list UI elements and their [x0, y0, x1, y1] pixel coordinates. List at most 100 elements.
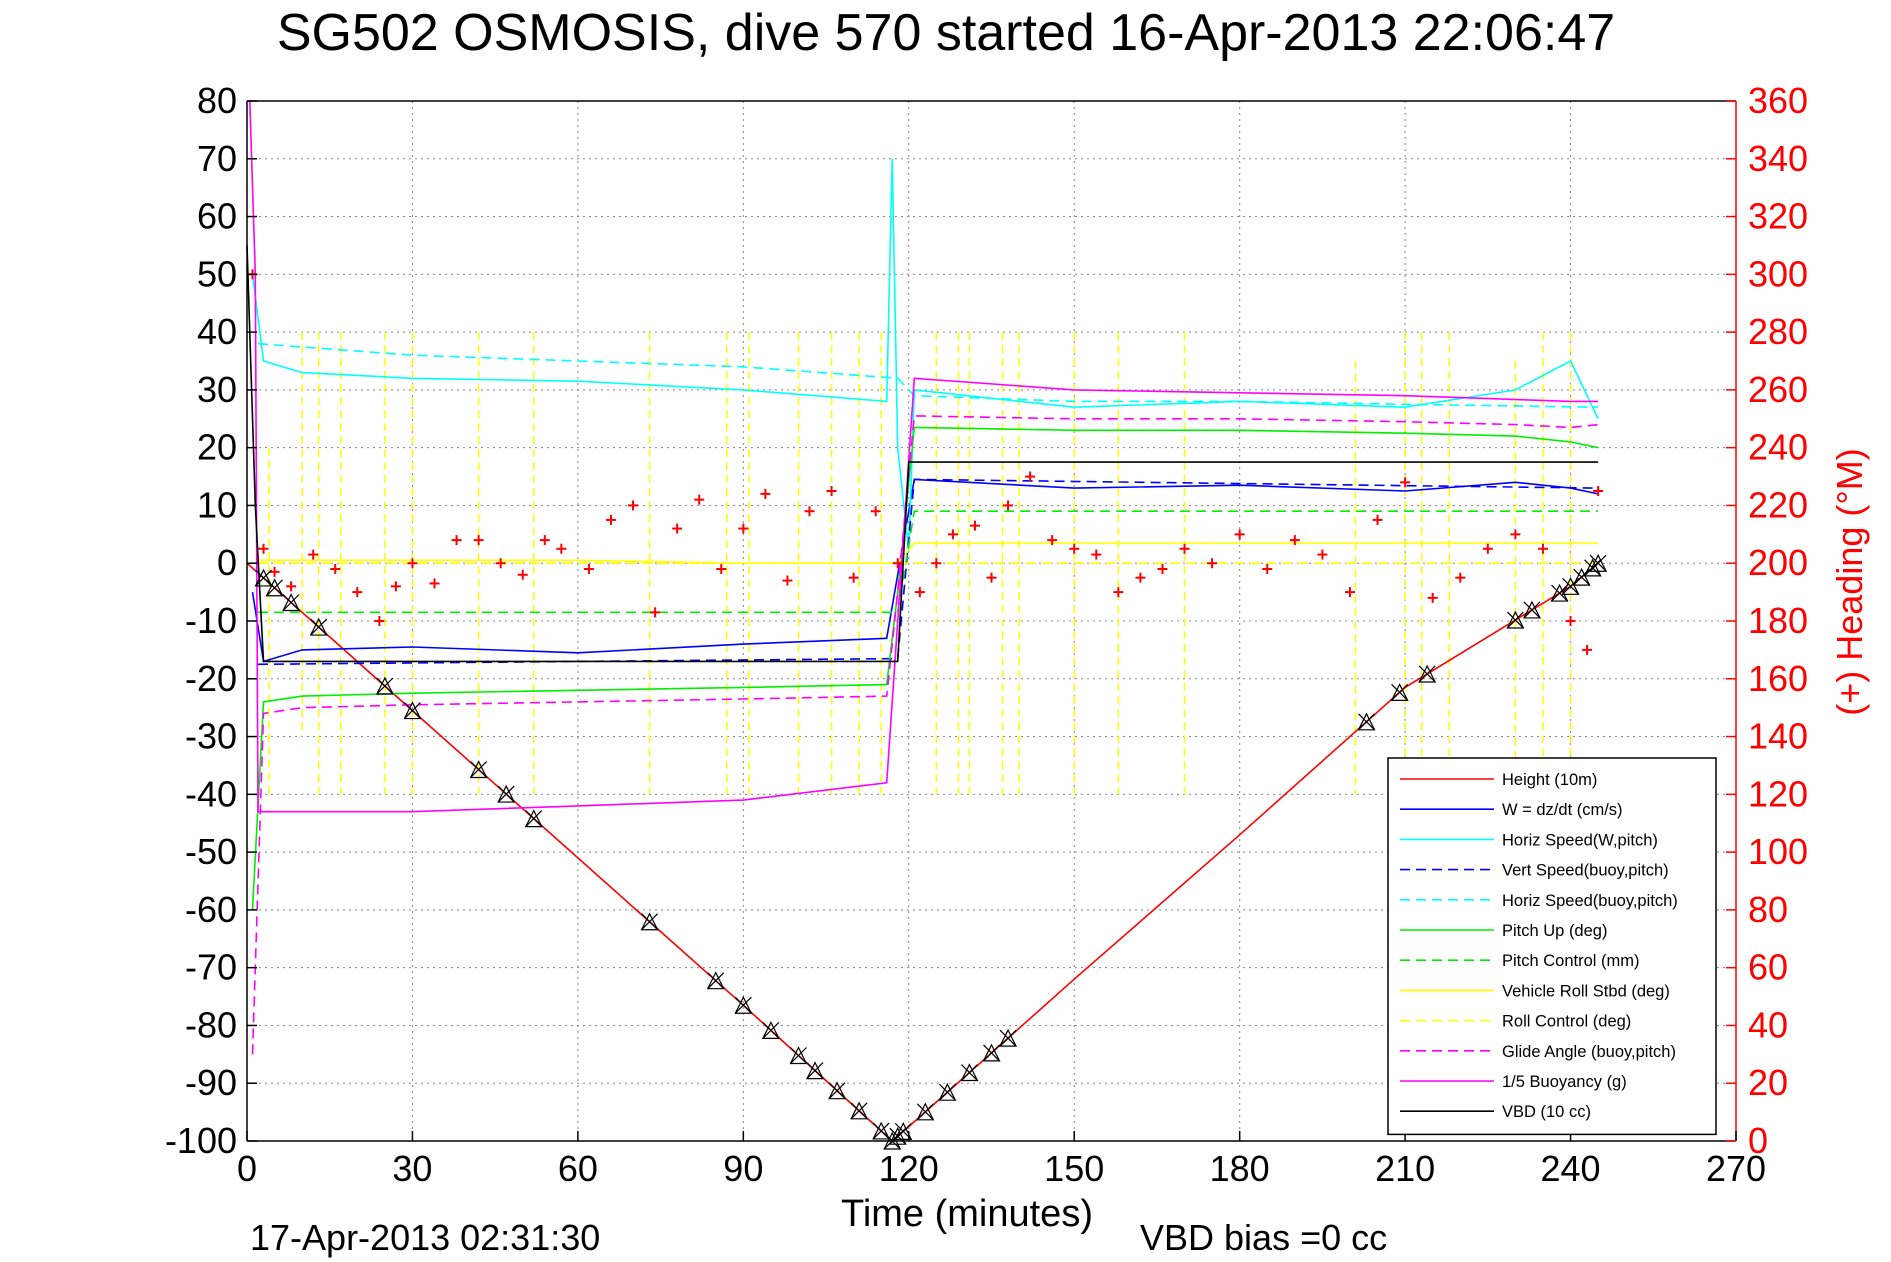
x-tick-label: 240: [1541, 1148, 1601, 1189]
depth-marker: [375, 676, 394, 695]
y-left-tick-label: -60: [185, 889, 237, 930]
y-right-tick-label: 100: [1748, 831, 1808, 872]
legend-label: Horiz Speed(buoy,pitch): [1502, 892, 1678, 910]
y-left-tick-label: -50: [185, 831, 237, 872]
heading-point: [1135, 572, 1146, 583]
legend-label: Roll Control (deg): [1502, 1013, 1631, 1031]
heading-point: [1510, 529, 1521, 540]
y-right-tick-label: 280: [1748, 311, 1808, 352]
heading-point: [1400, 477, 1411, 488]
heading-point: [1372, 514, 1383, 525]
series-line: [251, 415, 1599, 1055]
legend: Height (10m) W = dz/dt (cm/s) Horiz Speed(…: [1387, 757, 1717, 1136]
y-right-tick-label: 40: [1748, 1004, 1788, 1045]
y-left-tick-label: 80: [197, 80, 237, 121]
heading-point: [1565, 616, 1576, 626]
heading-point: [1179, 543, 1190, 554]
heading-point: [782, 575, 793, 586]
heading-point: [374, 616, 385, 626]
depth-marker: [497, 784, 516, 803]
y-right-tick-label: 340: [1748, 138, 1808, 179]
heading-point: [1047, 535, 1058, 546]
heading-point: [931, 558, 942, 569]
heading-point: [947, 529, 958, 540]
depth-marker: [850, 1101, 869, 1120]
series-line: [257, 478, 1599, 666]
x-tick-label: 90: [723, 1148, 763, 1189]
series-line: [251, 426, 1599, 910]
series-line: [258, 510, 1599, 614]
x-tick-label: 180: [1210, 1148, 1270, 1189]
y-right-tick-label: 300: [1748, 253, 1808, 294]
depth-marker: [872, 1121, 891, 1140]
heading-point: [583, 564, 594, 574]
y-left-tick-label: 50: [197, 253, 237, 294]
heading-point: [1427, 592, 1438, 603]
heading-point: [286, 581, 297, 592]
legend-label: VBD (10 cc): [1502, 1103, 1591, 1121]
y-left-tick-label: -10: [185, 600, 237, 641]
depth-marker: [706, 971, 725, 990]
y-right-tick-label: 220: [1748, 484, 1808, 525]
footer-timestamp: 17-Apr-2013 02:31:30: [250, 1217, 600, 1258]
heading-point: [1537, 543, 1548, 554]
depth-marker: [1583, 558, 1602, 577]
depth-marker: [938, 1082, 957, 1101]
y-right-tick-label: 140: [1748, 716, 1808, 757]
depth-marker: [789, 1046, 808, 1065]
chart-title: SG502 OSMOSIS, dive 570 started 16-Apr-2…: [277, 4, 1615, 62]
y-left-tick-label: -40: [185, 773, 237, 814]
heading-point: [495, 558, 506, 569]
series-line: [251, 478, 1599, 663]
depth-marker: [916, 1102, 935, 1121]
depth-marker: [1357, 712, 1376, 731]
y-left-tick-label: -100: [165, 1120, 237, 1161]
data-series: [246, 100, 1608, 1150]
heading-point: [1025, 471, 1036, 482]
heading-point: [556, 543, 567, 554]
heading-point: [848, 572, 859, 583]
heading-point: [826, 486, 837, 496]
legend-label: Vert Speed(buoy,pitch): [1502, 862, 1669, 880]
depth-marker: [282, 593, 301, 612]
depth-marker: [999, 1028, 1018, 1047]
legend-box: [1387, 757, 1717, 1136]
depth-marker: [761, 1021, 780, 1039]
heading-point: [330, 564, 341, 574]
y-left-tick-label: 0: [217, 542, 237, 583]
heading-point: [390, 581, 401, 592]
y-left-tick-label: -80: [185, 1004, 237, 1045]
depth-marker: [309, 617, 328, 636]
x-tick-label: 120: [879, 1148, 939, 1189]
depth-marker: [1506, 610, 1525, 629]
x-tick-label: 30: [392, 1148, 432, 1189]
y-right-tick-label: 200: [1748, 542, 1808, 583]
x-tick-label: 270: [1706, 1148, 1766, 1189]
series-line: [251, 158, 1599, 552]
depth-marker: [1390, 683, 1409, 701]
heading-point: [1289, 535, 1300, 546]
x-tick-label: 60: [558, 1148, 598, 1189]
legend-label: Pitch Up (deg): [1502, 922, 1607, 940]
vbd-bias-label: VBD bias =0 cc: [1140, 1217, 1387, 1258]
heading-point: [352, 587, 363, 598]
heading-point: [914, 587, 925, 598]
y-left-tick-label: 60: [197, 196, 237, 237]
legend-label: Height (10m): [1502, 771, 1597, 789]
series-line: [249, 100, 1599, 813]
legend-label: Horiz Speed(W,pitch): [1502, 831, 1658, 849]
heading-point: [1482, 543, 1493, 554]
y-left-tick-label: -20: [185, 658, 237, 699]
y-right-tick-label: 20: [1748, 1062, 1788, 1103]
axes: 0 30 60 90 120 150 180 210 240 270 80 70 60 50 40 30 20 1…: [165, 80, 1808, 1189]
depth-marker: [1418, 664, 1437, 683]
x-tick-label: 150: [1044, 1148, 1104, 1189]
x-tick-label: 0: [237, 1148, 257, 1189]
heading-point: [1069, 543, 1080, 554]
heading-point: [539, 535, 550, 546]
grid-lines: [247, 101, 1736, 1141]
depth-marker: [640, 912, 659, 931]
depth-marker: [254, 568, 273, 587]
heading-point: [1593, 486, 1604, 496]
